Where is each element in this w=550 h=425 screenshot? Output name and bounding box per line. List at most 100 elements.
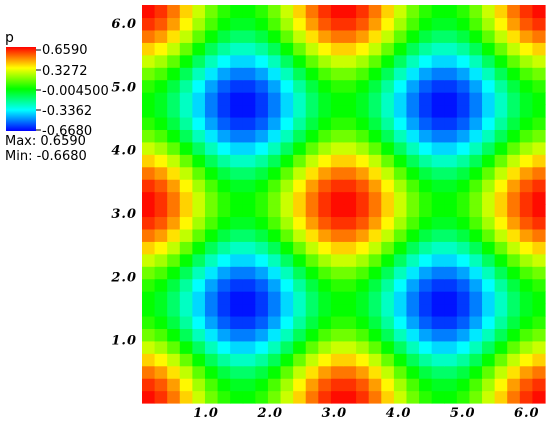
heatmap-cell [406, 79, 420, 93]
heatmap-cell [217, 79, 231, 93]
heatmap-cell [142, 29, 156, 43]
heatmap-cell [456, 154, 471, 168]
heatmap-cell [154, 67, 168, 81]
heatmap-cell [330, 253, 345, 267]
heatmap-cell [381, 17, 395, 31]
heatmap-cell [393, 154, 408, 168]
heatmap-cell [519, 216, 533, 230]
heatmap-cell [318, 191, 332, 205]
heatmap-cell [142, 67, 156, 81]
heatmap-cell [456, 42, 471, 56]
heatmap-cell [305, 266, 319, 280]
heatmap-cell [142, 54, 156, 68]
heatmap-cell [267, 291, 282, 305]
heatmap-cell [532, 241, 546, 255]
heatmap-cell [356, 253, 370, 267]
heatmap-cell [280, 266, 294, 280]
heatmap-cell [217, 353, 231, 367]
heatmap-cell [469, 266, 483, 280]
heatmap-cell [179, 216, 193, 230]
heatmap-cell [330, 92, 345, 106]
heatmap-cell [305, 104, 319, 118]
heatmap-cell [142, 179, 156, 193]
heatmap-cell [494, 353, 508, 367]
heatmap-cell [419, 253, 433, 267]
heatmap-cell [267, 365, 282, 379]
heatmap-cell [318, 92, 332, 106]
heatmap-cell [142, 166, 156, 180]
heatmap-cell [255, 278, 269, 292]
heatmap-cell [204, 179, 219, 193]
heatmap-cell [179, 54, 193, 68]
heatmap-cell [368, 42, 382, 56]
heatmap-cell [406, 340, 420, 354]
heatmap-cell [192, 67, 206, 81]
heatmap-cell [230, 353, 244, 367]
heatmap-cell [431, 92, 445, 106]
heatmap-cell [142, 154, 156, 168]
heatmap-cell [456, 166, 471, 180]
heatmap-cell [469, 116, 483, 130]
heatmap-cell [532, 191, 546, 205]
heatmap-cell [469, 378, 483, 392]
heatmap-cell [494, 154, 508, 168]
heatmap-cell [368, 291, 382, 305]
heatmap-cell [368, 191, 382, 205]
heatmap-cell [406, 291, 420, 305]
heatmap-cell [255, 17, 269, 31]
heatmap-cell [431, 328, 445, 342]
heatmap-cell [230, 303, 244, 317]
heatmap-cell [305, 17, 319, 31]
heatmap-cell [456, 204, 471, 218]
heatmap-cell [293, 315, 307, 329]
heatmap-cell [444, 328, 458, 342]
heatmap-cell [293, 291, 307, 305]
heatmap-cell [419, 315, 433, 329]
heatmap-cell [444, 315, 458, 329]
heatmap-cell [142, 365, 156, 379]
heatmap-cell [406, 54, 420, 68]
heatmap-cell [494, 116, 508, 130]
heatmap-cell [318, 340, 332, 354]
heatmap-cell [393, 79, 408, 93]
heatmap-cell [532, 266, 546, 280]
colorbar-label-high: 0.3272 [42, 64, 88, 79]
heatmap-cell [154, 241, 168, 255]
heatmap-cell [192, 141, 206, 155]
heatmap-cell [343, 116, 357, 130]
heatmap-cell [255, 166, 269, 180]
heatmap-cell [393, 291, 408, 305]
heatmap-cell [507, 291, 521, 305]
heatmap-cell [293, 353, 307, 367]
heatmap-cell [368, 315, 382, 329]
heatmap-cell [330, 340, 345, 354]
heatmap-cell [381, 116, 395, 130]
heatmap-cell [406, 216, 420, 230]
heatmap-cell [318, 315, 332, 329]
heatmap-cell [419, 328, 433, 342]
heatmap-cell [532, 204, 546, 218]
heatmap-cell [469, 141, 483, 155]
heatmap-cell [242, 17, 256, 31]
heatmap-cell [507, 266, 521, 280]
heatmap-cell [469, 328, 483, 342]
heatmap-cell [469, 253, 483, 267]
heatmap-cell [305, 129, 319, 143]
heatmap-cell [343, 54, 357, 68]
heatmap-cell [507, 353, 521, 367]
heatmap-cell [293, 67, 307, 81]
heatmap-cell [494, 29, 508, 43]
heatmap-cell [406, 29, 420, 43]
heatmap-cell [469, 241, 483, 255]
heatmap-cell [217, 166, 231, 180]
heatmap-cell [204, 191, 219, 205]
heatmap-cell [482, 54, 496, 68]
heatmap-cell [368, 54, 382, 68]
heatmap-cell [230, 141, 244, 155]
heatmap-cell [167, 67, 181, 81]
x-tick-label: 4.0 [386, 406, 412, 421]
heatmap-cell [368, 241, 382, 255]
heatmap-cell [280, 154, 294, 168]
heatmap-cell [142, 353, 156, 367]
heatmap-cell [267, 54, 282, 68]
